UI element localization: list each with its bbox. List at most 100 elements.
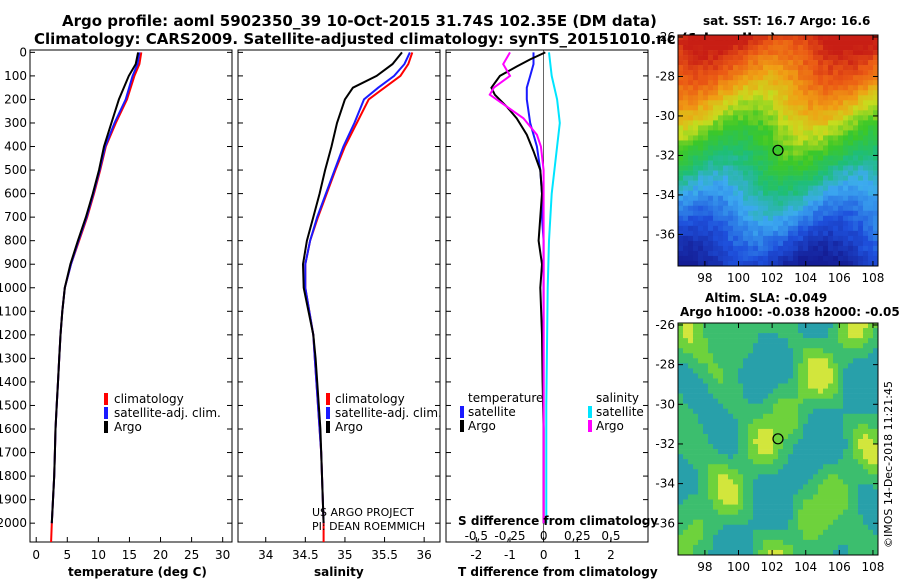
- map-cell: [773, 75, 779, 81]
- map-cell: [728, 328, 734, 334]
- map-cell: [768, 544, 774, 551]
- map-cell: [773, 205, 779, 212]
- map-cell: [838, 100, 844, 106]
- map-cell: [713, 469, 719, 475]
- map-cell: [733, 499, 739, 505]
- map-cell: [808, 333, 814, 339]
- map-cell: [743, 514, 749, 520]
- map-cell: [713, 529, 719, 536]
- map-cell: [803, 200, 809, 207]
- map-cell: [748, 494, 754, 500]
- map-cell: [788, 160, 794, 166]
- map-cell: [723, 65, 729, 71]
- map-cell: [778, 100, 784, 106]
- map-cell: [693, 110, 699, 116]
- map-cell: [683, 489, 689, 495]
- map-cell: [688, 388, 694, 394]
- map-cell: [708, 413, 714, 420]
- map-cell: [753, 358, 759, 364]
- x-tick-label: 10: [91, 548, 106, 562]
- map-cell: [803, 50, 809, 56]
- map-cell: [688, 120, 694, 126]
- map-cell: [753, 35, 759, 41]
- map-cell: [728, 185, 734, 191]
- map-cell: [773, 225, 779, 232]
- map-cell: [713, 85, 719, 91]
- map-cell: [773, 449, 779, 455]
- map-cell: [778, 210, 784, 217]
- map-cell: [873, 70, 879, 76]
- map-cell: [763, 519, 769, 526]
- map-cell: [818, 489, 824, 495]
- map-cell: [828, 225, 834, 232]
- map-cell: [743, 130, 749, 136]
- map-cell: [843, 489, 849, 495]
- x-tick-label: 36: [417, 548, 432, 562]
- map-cell: [858, 393, 864, 399]
- map-cell: [763, 85, 769, 91]
- map-cell: [753, 240, 759, 247]
- map-cell: [698, 165, 704, 171]
- map-cell: [868, 449, 874, 455]
- map-cell: [838, 539, 844, 546]
- map-cell: [678, 95, 684, 101]
- map-cell: [838, 499, 844, 505]
- map-cell: [748, 50, 754, 56]
- map-cell: [798, 388, 804, 394]
- map-cell: [813, 45, 819, 51]
- map-cell: [818, 130, 824, 136]
- map-cell: [848, 514, 854, 520]
- map-cell: [828, 185, 834, 191]
- map-cell: [758, 190, 764, 196]
- map-cell: [813, 95, 819, 101]
- map-cell: [783, 185, 789, 191]
- map-cell: [768, 454, 774, 460]
- map-cell: [678, 155, 684, 161]
- map-cell: [773, 230, 779, 237]
- map-cell: [838, 215, 844, 222]
- map-cell: [708, 45, 714, 51]
- map-cell: [753, 439, 759, 445]
- map-cell: [698, 65, 704, 71]
- map-cell: [753, 454, 759, 460]
- map-cell: [793, 514, 799, 520]
- map-cell: [708, 408, 714, 415]
- map-cell: [693, 100, 699, 106]
- map-cell: [738, 55, 744, 61]
- map-cell: [873, 408, 879, 415]
- map-cell: [828, 35, 834, 41]
- map-cell: [838, 403, 844, 410]
- map-cell: [818, 135, 824, 141]
- map-cell: [718, 155, 724, 161]
- map-cell: [798, 85, 804, 91]
- map-cell: [748, 348, 754, 354]
- map-cell: [768, 75, 774, 81]
- map-cell: [778, 125, 784, 131]
- map-cell: [703, 120, 709, 126]
- map-cell: [858, 215, 864, 222]
- map-cell: [738, 35, 744, 41]
- map-cell: [748, 514, 754, 520]
- map-cell: [763, 353, 769, 359]
- map-cell: [778, 255, 784, 262]
- map-cell: [723, 60, 729, 66]
- map-cell: [678, 185, 684, 191]
- map-cell: [793, 155, 799, 161]
- map-cell: [868, 65, 874, 71]
- map-cell: [738, 170, 744, 176]
- map-cell: [738, 388, 744, 394]
- map-cell: [748, 489, 754, 495]
- map-cell: [743, 428, 749, 435]
- map-cell: [763, 464, 769, 470]
- map-cell: [798, 125, 804, 131]
- map-cell: [778, 539, 784, 546]
- map-cell: [828, 240, 834, 247]
- map-cell: [868, 220, 874, 227]
- map-cell: [803, 398, 809, 404]
- map-cell: [738, 439, 744, 445]
- map-cell: [833, 333, 839, 339]
- map-cell: [833, 140, 839, 146]
- map-cell: [818, 110, 824, 116]
- map-cell: [813, 105, 819, 111]
- map-cell: [693, 180, 699, 186]
